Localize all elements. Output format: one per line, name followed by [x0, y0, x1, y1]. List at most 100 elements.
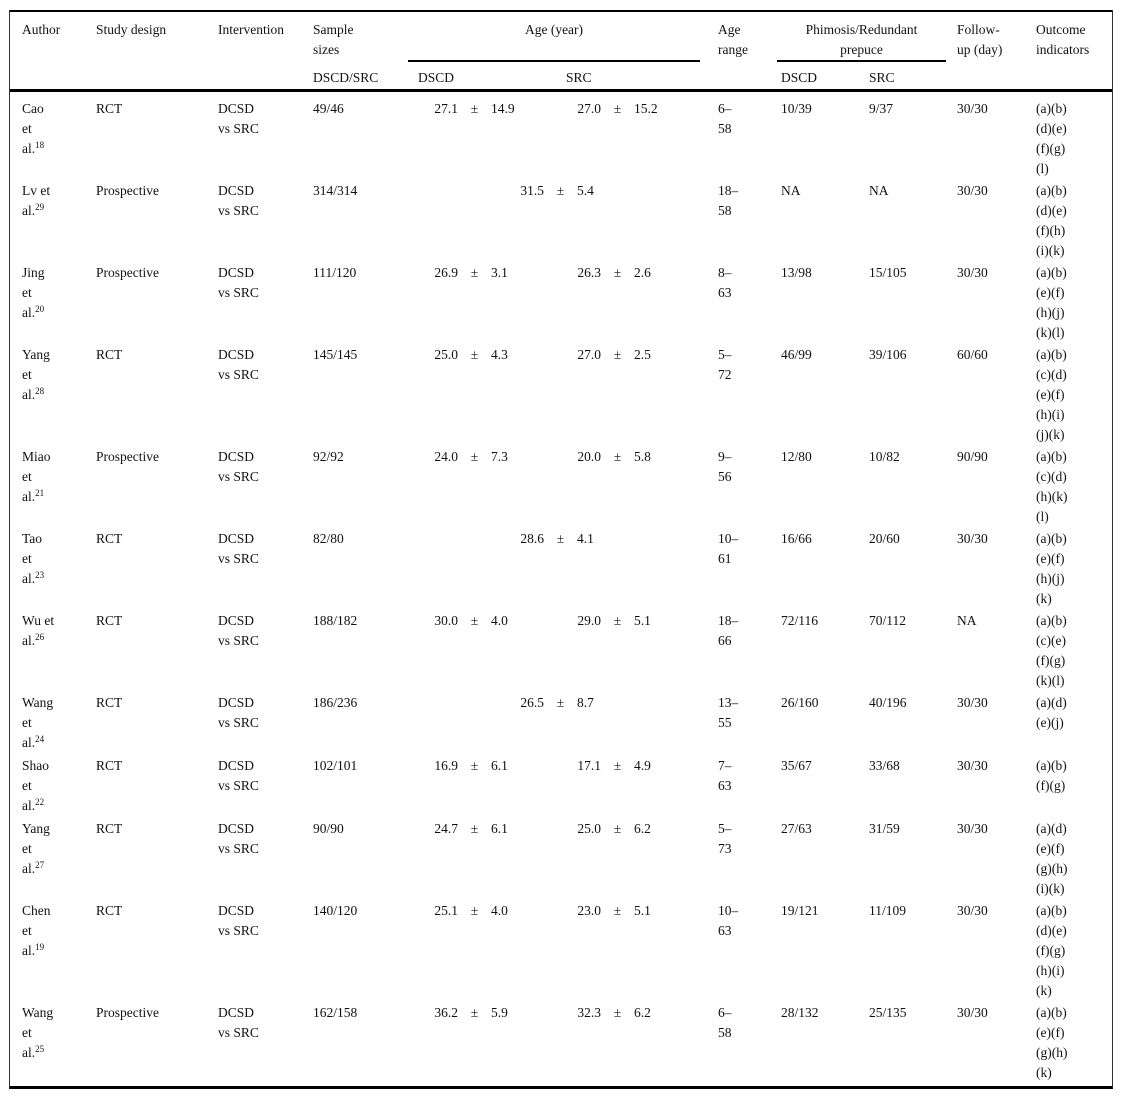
author-citation: al.19 [22, 942, 45, 958]
follow-up-cell: 30/30 [957, 1005, 988, 1020]
author-cell: Cao et al.18 [22, 101, 45, 156]
column-header-phimosis-group: Phimosis/Redundant prepuce DSCD SRC [777, 12, 946, 90]
outcome-indicators-cell: (a)(d) (e)(j) [1036, 695, 1067, 730]
age-value: 3.1 [491, 265, 508, 280]
intervention-cell: DCSD vs SRC [218, 821, 259, 856]
study-design-cell: Prospective [96, 449, 159, 464]
age-value: 15.2 [634, 101, 658, 116]
outcome-indicators-cell: (a)(b) (e)(f) (g)(h) (k) [1036, 1005, 1068, 1080]
age-value: ± [470, 903, 479, 918]
age-value: 5.1 [634, 613, 651, 628]
age-value: 2.5 [634, 347, 651, 362]
outcome-indicators-cell: (a)(b) (e)(f) (h)(j) (k)(l) [1036, 265, 1067, 340]
table-row: Yang et al.27 RCT DCSD vs SRC 90/90 24.7 ±6.1… [10, 819, 1112, 899]
author-cell: Yang et al.27 [22, 821, 50, 876]
age-value: ± [613, 449, 622, 464]
intervention-cell: DCSD vs SRC [218, 531, 259, 566]
phimosis-dscd-cell: 13/98 [781, 265, 812, 280]
age-value: 6.2 [634, 1005, 651, 1020]
age-value: 32.3 [577, 1005, 601, 1020]
table-body: Cao et al.18 RCT DCSD vs SRC 49/46 27.1 ±14.9… [10, 92, 1112, 1086]
age-range-cell: 18– 58 [718, 183, 739, 218]
follow-up-header-label: Follow- up (day) [957, 22, 1003, 57]
sample-sizes-subheader-label: DSCD/SRC [313, 70, 379, 85]
age-value: 23.0 [577, 903, 601, 918]
age-value: 4.9 [634, 758, 651, 773]
phimosis-src-cell: 39/106 [869, 347, 907, 362]
phimosis-dscd-cell: 26/160 [781, 695, 819, 710]
phimosis-src-cell: 10/82 [869, 449, 900, 464]
reference-number: 24 [35, 734, 45, 744]
author-cell: Chen et al.19 [22, 903, 51, 958]
author-cell: Shao et al.22 [22, 758, 49, 813]
outcome-indicators-cell: (a)(b) (c)(e) (f)(g) (k)(l) [1036, 613, 1067, 688]
age-range-cell: 10– 63 [718, 903, 739, 938]
study-design-cell: Prospective [96, 183, 159, 198]
phimosis-src-cell: 33/68 [869, 758, 900, 773]
phimosis-src-cell: 25/135 [869, 1005, 907, 1020]
outcome-indicators-cell: (a)(d) (e)(f) (g)(h) (i)(k) [1036, 821, 1068, 896]
age-range-cell: 7– 63 [718, 758, 732, 793]
author-citation: al.28 [22, 386, 45, 402]
author-cell: Tao et al.23 [22, 531, 45, 586]
table-header: Author Study design Intervention Sample … [10, 10, 1112, 92]
age-value: 25.0 [577, 821, 601, 836]
age-value: 28.6 [520, 531, 544, 546]
reference-number: 27 [35, 860, 45, 870]
age-cell: 26.5 ±8.7 [408, 693, 718, 754]
author-cell: Wang et al.25 [22, 1005, 54, 1060]
table-row: Wang et al.24 RCT DCSD vs SRC 186/236 26.5 ±8… [10, 693, 1112, 754]
column-header-age-range: Age range [718, 12, 777, 90]
age-value: 6.1 [491, 821, 508, 836]
study-design-cell: RCT [96, 101, 123, 116]
age-value: ± [470, 821, 479, 836]
study-design-header-label: Study design [96, 22, 167, 37]
follow-up-cell: 30/30 [957, 758, 988, 773]
age-value: 36.2 [434, 1005, 458, 1020]
column-header-age-group: Age (year) DSCD SRC [408, 12, 700, 90]
column-header-study-design: Study design [96, 12, 218, 90]
study-design-cell: RCT [96, 613, 123, 628]
age-value: ± [613, 101, 622, 116]
phimosis-src-cell: 20/60 [869, 531, 900, 546]
sample-sizes-cell: 314/314 [313, 183, 358, 198]
follow-up-cell: 60/60 [957, 347, 988, 362]
reference-number: 22 [35, 797, 45, 807]
author-cell: Wang et al.24 [22, 695, 54, 750]
age-value: 20.0 [577, 449, 601, 464]
reference-number: 25 [35, 1044, 45, 1054]
age-value: 16.9 [434, 758, 458, 773]
sample-sizes-cell: 145/145 [313, 347, 358, 362]
outcome-indicators-cell: (a)(b) (d)(e) (f)(g) (l) [1036, 101, 1067, 176]
study-characteristics-table: Author Study design Intervention Sample … [9, 10, 1113, 1089]
phimosis-dscd-cell: 10/39 [781, 101, 812, 116]
phimosis-dscd-cell: 16/66 [781, 531, 812, 546]
age-subheaders: DSCD SRC [408, 62, 700, 90]
age-value: ± [613, 758, 622, 773]
phimosis-src-cell: NA [869, 183, 889, 198]
column-header-outcome: Outcome indicators [1036, 12, 1112, 90]
outcome-indicators-cell: (a)(b) (c)(d) (h)(k) (l) [1036, 449, 1068, 524]
sample-sizes-cell: 90/90 [313, 821, 344, 836]
table-row: Tao et al.23 RCT DCSD vs SRC 82/80 28.6 ±4.1 1… [10, 529, 1112, 609]
author-citation: al.27 [22, 860, 45, 876]
reference-number: 28 [35, 386, 45, 396]
age-value: ± [613, 265, 622, 280]
age-value: 2.6 [634, 265, 651, 280]
age-range-cell: 6– 58 [718, 1005, 732, 1040]
study-design-cell: RCT [96, 531, 123, 546]
intervention-cell: DCSD vs SRC [218, 265, 259, 300]
age-value: 6.1 [491, 758, 508, 773]
study-design-cell: RCT [96, 903, 123, 918]
follow-up-cell: 30/30 [957, 695, 988, 710]
table-row: Cao et al.18 RCT DCSD vs SRC 49/46 27.1 ±14.9… [10, 99, 1112, 179]
age-cell: 31.5 ±5.4 [408, 181, 718, 261]
study-design-cell: Prospective [96, 265, 159, 280]
age-value: 7.3 [491, 449, 508, 464]
age-cell: 24.7 ±6.1 25.0 ±6.2 [408, 819, 718, 899]
age-value: 26.9 [434, 265, 458, 280]
reference-number: 21 [35, 488, 45, 498]
age-value: 5.1 [634, 903, 651, 918]
follow-up-cell: 30/30 [957, 265, 988, 280]
age-group-spanner-rule [408, 60, 700, 62]
